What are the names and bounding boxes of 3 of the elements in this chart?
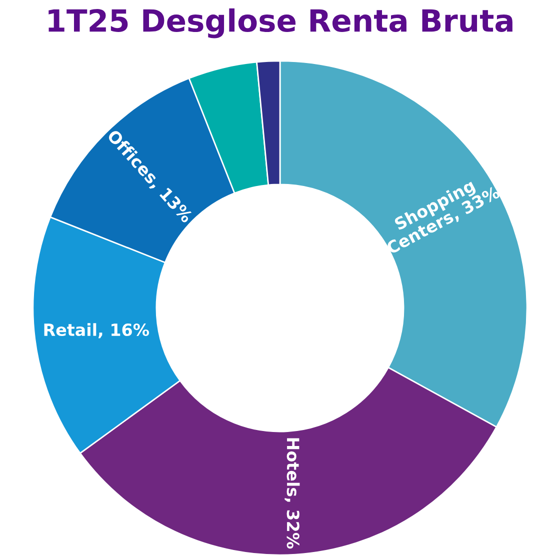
slice-label: Hotels, 32% (284, 438, 300, 549)
chart-title: 1T25 Desglose Renta Bruta (48, 8, 512, 38)
slice-label: Retail, 16% (44, 323, 150, 338)
